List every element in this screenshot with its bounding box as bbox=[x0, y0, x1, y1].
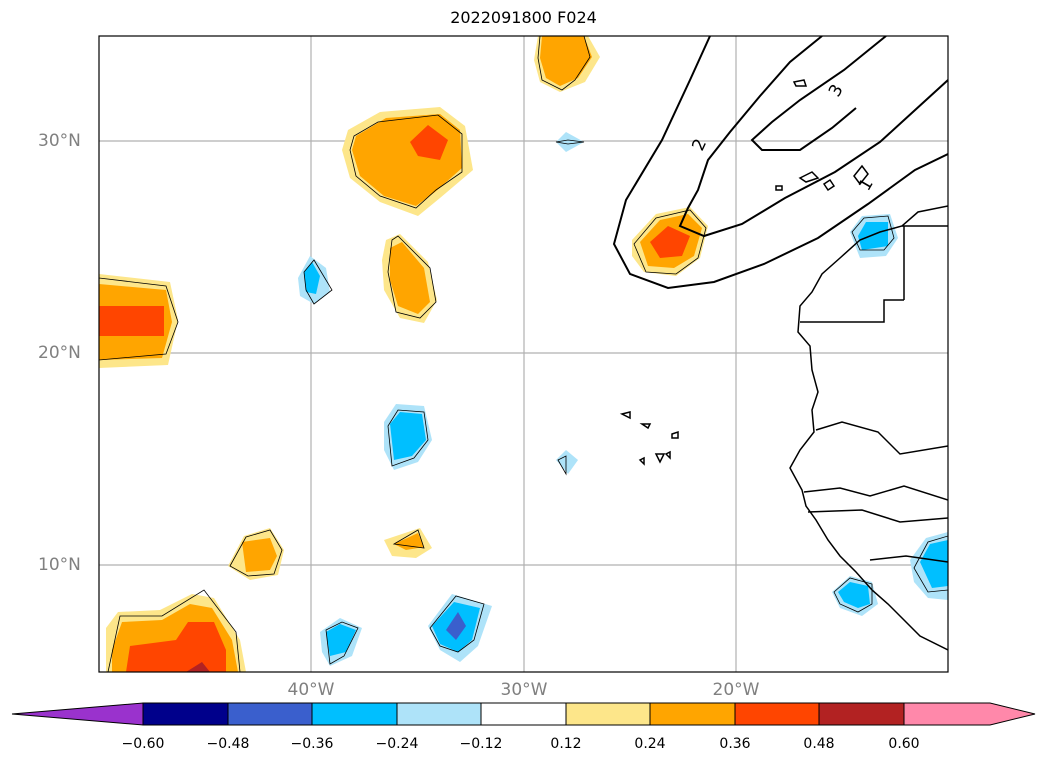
colorbar-bin bbox=[565, 702, 651, 726]
colorbar-tick: −0.24 bbox=[375, 736, 419, 752]
negative-anomaly-center bbox=[384, 404, 432, 470]
positive-anomaly-north bbox=[342, 107, 473, 216]
colorbar-bin bbox=[311, 702, 398, 726]
colorbar-extend-low bbox=[11, 702, 144, 726]
colorbar-tick: 0.24 bbox=[634, 736, 666, 752]
lon-label-20w: 20°W bbox=[712, 680, 760, 700]
negative-anomaly-small-center bbox=[556, 450, 578, 476]
colorbar-bin bbox=[818, 702, 905, 726]
colorbar-tick: 0.48 bbox=[803, 736, 835, 752]
contour-lines bbox=[612, 36, 948, 290]
colorbar-tick: −0.12 bbox=[459, 736, 503, 752]
lon-label-40w: 40°W bbox=[287, 680, 335, 700]
colorbar-tick: 0.60 bbox=[888, 736, 920, 752]
map-panel bbox=[99, 36, 948, 672]
lat-label-30n: 30°N bbox=[38, 131, 81, 151]
colorbar-bin bbox=[734, 702, 820, 726]
colorbar-tick: 0.36 bbox=[719, 736, 751, 752]
coastline bbox=[789, 205, 948, 651]
positive-anomaly-southwest bbox=[106, 589, 246, 672]
positive-anomaly-small-south bbox=[228, 528, 432, 580]
colorbar-tick: −0.48 bbox=[206, 736, 250, 752]
lat-label-10n: 10°N bbox=[38, 555, 81, 575]
lon-label-30w: 30°W bbox=[500, 680, 548, 700]
colorbar-bin bbox=[480, 702, 567, 726]
lat-label-20n: 20°N bbox=[38, 343, 81, 363]
negative-anomaly-south-center bbox=[428, 594, 492, 662]
negative-anomaly-mid-west bbox=[298, 256, 333, 305]
negative-anomaly-guinea bbox=[832, 532, 948, 616]
positive-anomaly-west-edge bbox=[99, 274, 179, 368]
colorbar-bin bbox=[396, 702, 482, 726]
colorbar-bin bbox=[227, 702, 313, 726]
colorbar-extend-high bbox=[903, 702, 1036, 726]
negative-anomaly-canaries bbox=[850, 214, 898, 258]
map-title: 2022091800 F024 bbox=[450, 8, 597, 27]
colorbar-tick: −0.36 bbox=[290, 736, 334, 752]
colorbar-bin bbox=[649, 702, 736, 726]
islands bbox=[619, 79, 869, 466]
negative-anomaly-small-top bbox=[555, 132, 585, 152]
positive-anomaly-mid bbox=[382, 234, 437, 323]
colorbar-tick: 0.12 bbox=[550, 736, 582, 752]
negative-anomaly-south-west bbox=[320, 618, 362, 666]
gridlines bbox=[99, 36, 948, 672]
colorbar-tick: −0.60 bbox=[121, 736, 165, 752]
colorbar-bin bbox=[142, 702, 229, 726]
positive-anomaly-top-center bbox=[534, 36, 600, 92]
colorbar bbox=[11, 702, 1036, 726]
map-frame bbox=[98, 35, 949, 673]
positive-anomaly-near-africa bbox=[632, 207, 708, 276]
